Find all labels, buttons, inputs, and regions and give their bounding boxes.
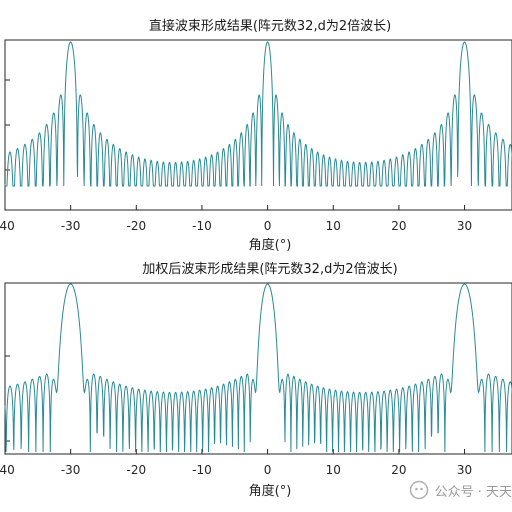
series-line-2 [4, 283, 512, 453]
xtick-label: -20 [126, 219, 146, 233]
series-line-1 [4, 41, 512, 187]
xtick-labels-2: -40 -30 -20 -10 0 10 20 30 [0, 449, 472, 477]
axes-box-1 [4, 39, 512, 211]
xlabel-2: 角度(°) [249, 483, 292, 499]
xtick-label: 10 [326, 463, 341, 477]
title-2: 加权后波束形成结果(阵元数32,d为2倍波长) [142, 261, 397, 277]
xtick-label: -30 [61, 219, 81, 233]
xlabel-1: 角度(°) [249, 237, 292, 253]
xtick-label: -10 [192, 219, 212, 233]
axes-box-2 [4, 282, 512, 455]
xtick-labels-1: -40 -30 -20 -10 0 10 20 30 [0, 205, 472, 233]
title-1: 直接波束形成结果(阵元数32,d为2倍波长) [149, 18, 391, 34]
xtick-label: -20 [126, 463, 146, 477]
xtick-label: -10 [192, 463, 212, 477]
panel-1: 直接波束形成结果(阵元数32,d为2倍波长) -40 -30 -20 -10 0 10 20… [0, 18, 512, 253]
xtick-label: 0 [264, 219, 272, 233]
xtick-label: 20 [391, 463, 406, 477]
xtick-label: -40 [0, 463, 15, 477]
xtick-label: -30 [61, 463, 81, 477]
xtick-label: 0 [264, 463, 272, 477]
xtick-label: 20 [391, 219, 406, 233]
watermark: 公众号 · 天天 [409, 478, 512, 502]
xtick-label: 30 [457, 219, 472, 233]
panel-2: 加权后波束形成结果(阵元数32,d为2倍波长) -40 -30 -20 -10 0 10 2… [0, 261, 512, 499]
watermark-text: 公众号 · 天天 [434, 484, 512, 500]
xtick-label: 30 [457, 463, 472, 477]
xtick-label: 10 [326, 219, 341, 233]
xtick-label: -40 [0, 219, 15, 233]
yticks-1 [5, 79, 10, 171]
wechat-official-account-icon [409, 480, 428, 500]
